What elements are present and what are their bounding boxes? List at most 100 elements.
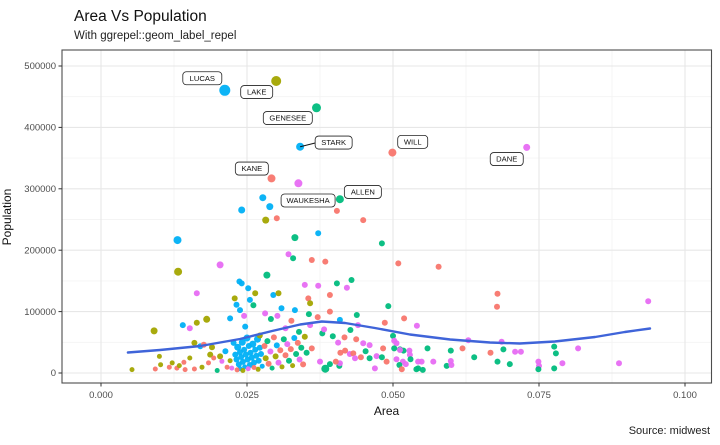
data-point <box>391 337 398 344</box>
data-point <box>238 206 246 214</box>
data-point <box>245 366 251 372</box>
data-point <box>312 103 321 113</box>
data-point <box>265 360 272 367</box>
data-point <box>234 343 242 351</box>
y-axis-title: Population <box>0 188 14 246</box>
data-point <box>231 295 238 302</box>
data-point <box>207 351 214 358</box>
data-point <box>166 364 172 370</box>
data-point <box>284 341 291 348</box>
data-point <box>238 338 246 346</box>
plot-panel <box>62 50 712 383</box>
data-point <box>158 362 164 368</box>
data-point <box>448 362 455 368</box>
data-point <box>242 351 249 358</box>
data-point <box>535 366 542 373</box>
data-point <box>322 258 329 265</box>
chart-title: Area Vs Population <box>74 8 207 25</box>
data-point <box>494 358 501 365</box>
data-point <box>447 347 454 354</box>
data-point <box>430 358 437 365</box>
data-point <box>335 339 342 346</box>
data-point <box>401 315 408 322</box>
data-point <box>294 339 301 346</box>
data-point <box>512 348 519 355</box>
data-point <box>397 347 403 353</box>
data-point <box>380 345 387 352</box>
data-point <box>253 352 260 359</box>
data-point <box>227 358 233 364</box>
data-point <box>270 292 277 298</box>
data-point <box>575 345 582 352</box>
data-point <box>487 349 494 356</box>
county-label-box <box>489 152 524 166</box>
data-point <box>245 285 252 292</box>
data-point <box>494 290 501 297</box>
x-axis-title: Area <box>373 404 400 418</box>
data-point <box>294 179 303 188</box>
data-point <box>209 344 215 351</box>
data-point <box>269 365 275 371</box>
data-point <box>342 347 349 354</box>
data-point <box>239 358 246 365</box>
data-point <box>199 364 205 370</box>
data-point <box>267 316 274 322</box>
data-point <box>255 357 262 364</box>
data-point <box>321 326 328 333</box>
data-point <box>169 360 175 366</box>
county-label: DANE <box>496 155 517 164</box>
data-point <box>385 303 392 310</box>
data-point <box>224 364 230 370</box>
data-point <box>291 307 298 314</box>
x-tick-label: 0.050 <box>381 390 405 401</box>
data-point <box>278 305 285 312</box>
data-point <box>308 257 315 263</box>
data-point <box>357 354 364 361</box>
data-point <box>353 312 360 318</box>
data-point <box>290 363 296 369</box>
data-point <box>301 333 308 340</box>
data-point <box>211 355 217 361</box>
y-tick-label: 0 <box>51 368 56 379</box>
data-point <box>214 368 220 373</box>
data-point <box>249 340 257 348</box>
data-point <box>261 343 268 349</box>
data-point <box>287 346 294 353</box>
data-point <box>616 360 622 367</box>
data-point <box>290 255 297 262</box>
data-point <box>233 356 240 363</box>
data-point <box>296 142 305 151</box>
county-label-box <box>314 135 353 150</box>
county-label-box <box>240 85 274 99</box>
data-point <box>266 203 274 211</box>
data-point <box>305 311 312 318</box>
data-point <box>252 346 259 353</box>
data-point <box>393 356 400 363</box>
data-point <box>298 344 305 351</box>
data-point <box>250 302 257 309</box>
data-point <box>222 348 229 355</box>
county-label-box <box>182 71 223 86</box>
data-point <box>270 334 277 341</box>
data-point <box>152 366 158 372</box>
panel-border <box>61 49 713 384</box>
data-point <box>413 322 420 329</box>
data-point <box>193 319 200 326</box>
x-tick-label: 0.000 <box>89 390 113 401</box>
loess-smooth-line <box>126 320 652 354</box>
data-point <box>216 261 224 269</box>
source-caption: Source: midwest <box>628 425 710 437</box>
data-point <box>307 300 314 307</box>
data-point <box>267 174 276 183</box>
data-point <box>373 353 380 360</box>
x-tick-label: 0.100 <box>673 390 697 401</box>
data-point <box>300 361 307 368</box>
data-point <box>314 314 321 321</box>
data-point <box>174 267 183 276</box>
data-point <box>406 347 413 354</box>
data-point <box>259 363 265 369</box>
data-point <box>193 290 200 297</box>
county-label: WAUKESHA <box>286 196 330 205</box>
data-point <box>459 345 466 352</box>
data-point <box>282 352 289 359</box>
